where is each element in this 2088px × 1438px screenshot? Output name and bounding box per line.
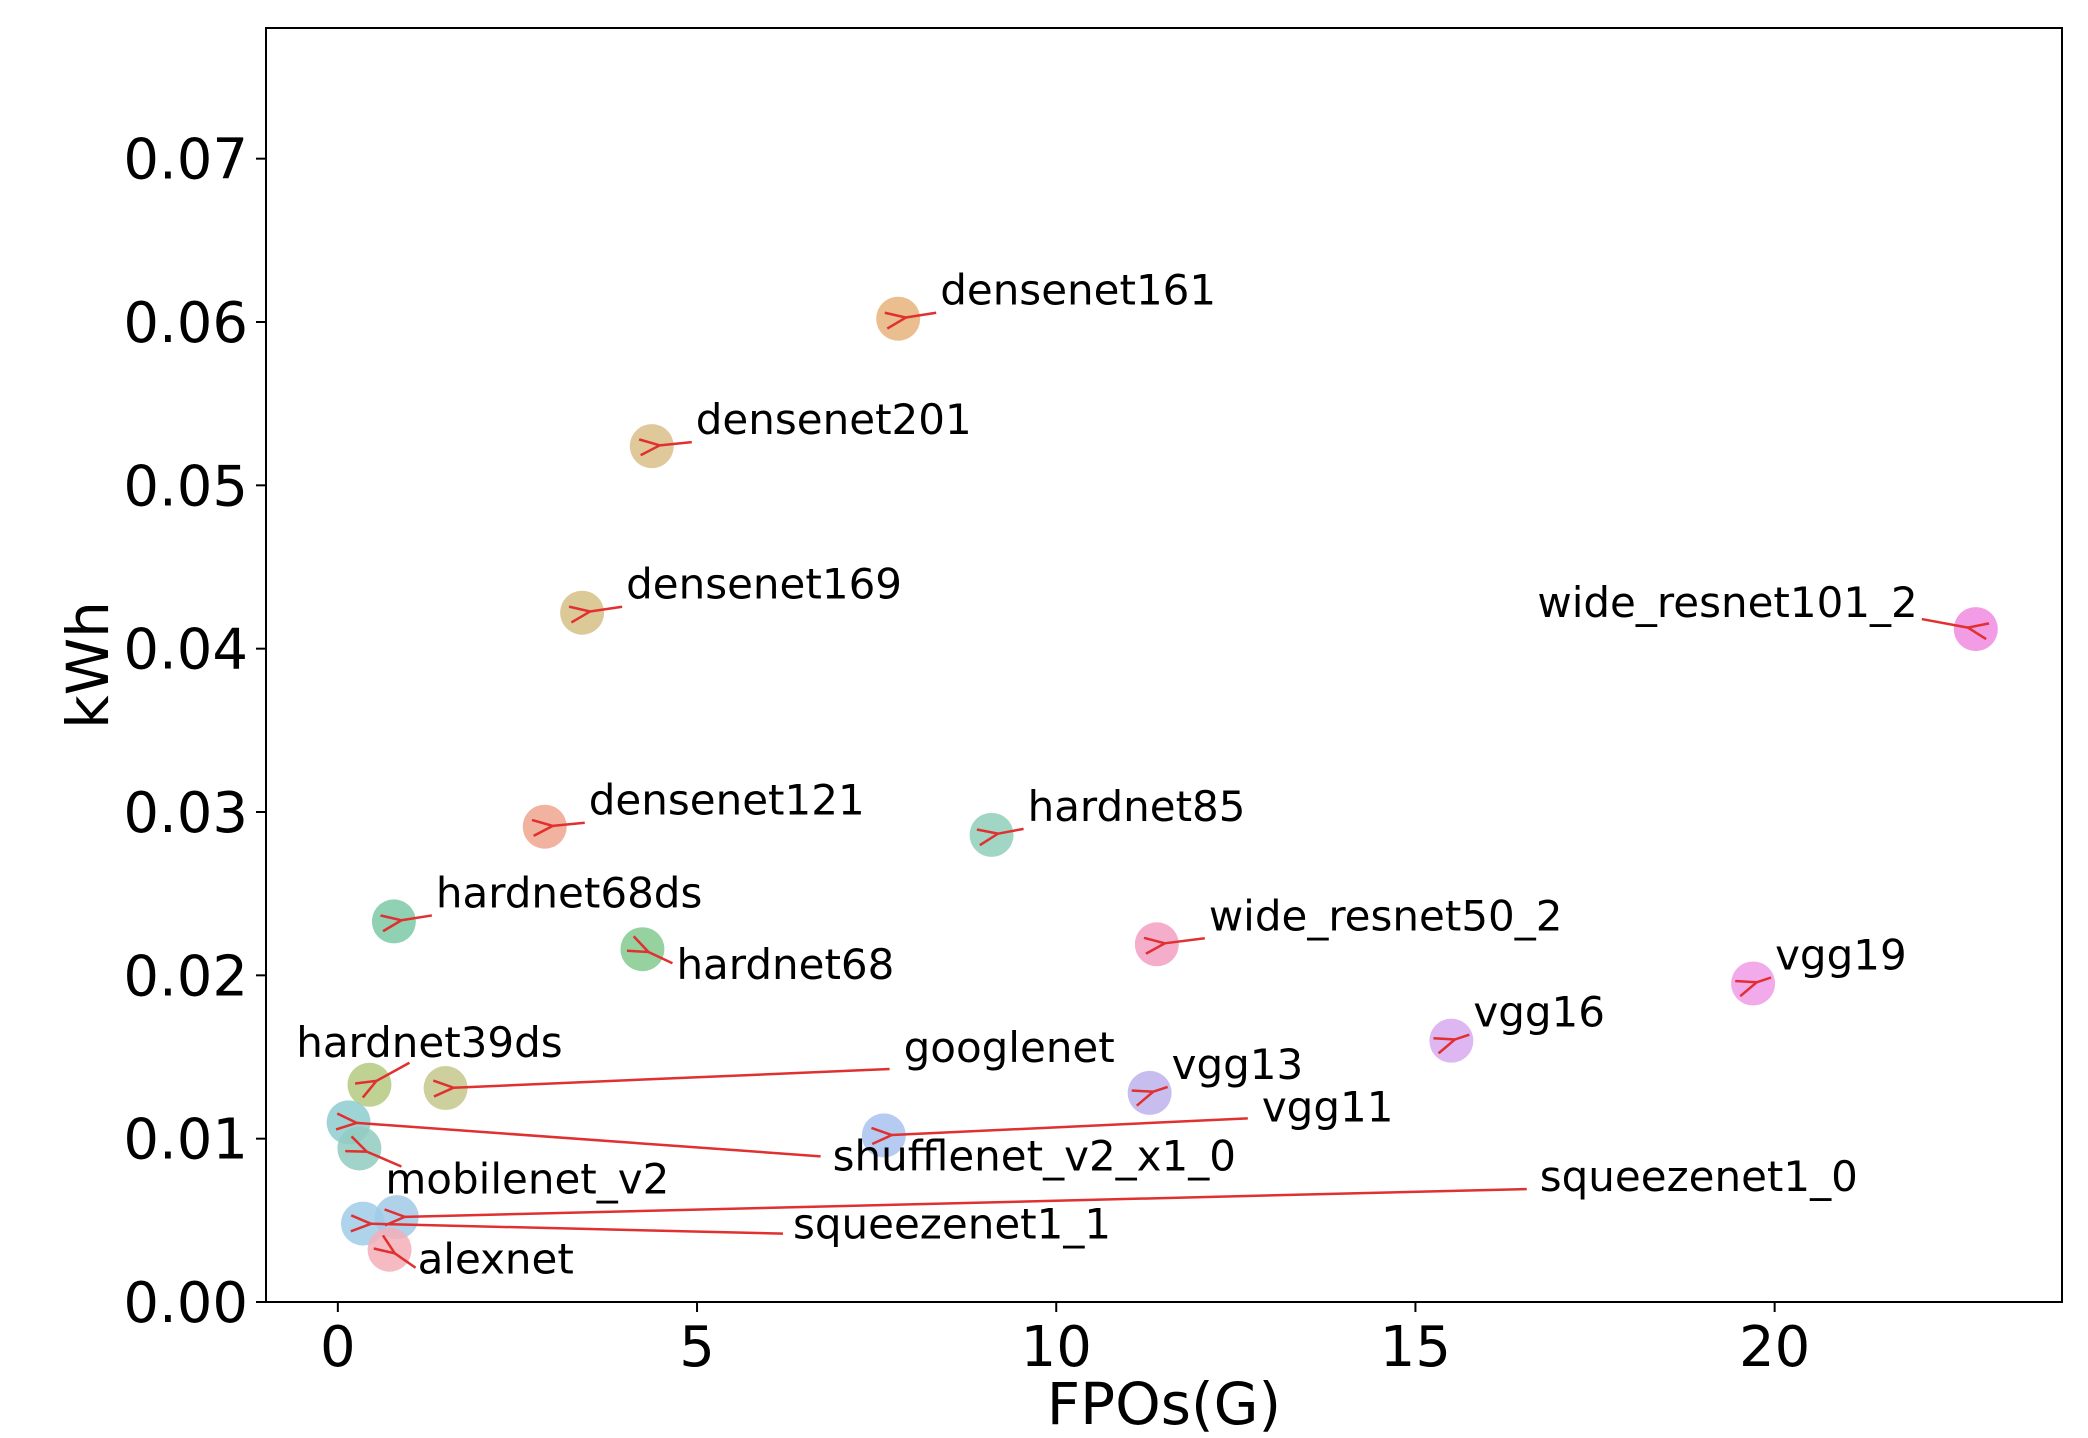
data-point-hardnet68 [620,927,665,972]
arrow-wide-resnet50-2 [1165,938,1205,943]
arrow-alexnet [395,1253,417,1269]
data-point-alexnet [367,1227,412,1272]
arrow-densenet161 [906,311,937,318]
x-tick-label: 20 [1739,1315,1810,1380]
arrow-hardnet68 [648,952,673,965]
data-point-vgg13 [1127,1070,1172,1115]
label-alexnet: alexnet [418,1235,574,1284]
data-point-densenet201 [629,424,674,469]
arrow-hardnet39ds [376,1061,411,1081]
arrow-mobilenet-v2 [367,1152,402,1168]
y-tick-label: 0.01 [123,1108,248,1173]
label-hardnet68: hardnet68 [676,940,894,989]
label-mobilenet-v2: mobilenet_v2 [385,1154,669,1203]
label-densenet169: densenet169 [626,560,902,609]
x-axis-title: FPOs(G) [1047,1370,1281,1438]
y-tick-label: 0.05 [123,454,248,519]
arrow-squeezenet1-1 [371,1224,784,1235]
arrow-wide-resnet101-2 [1921,617,1968,628]
arrow-hardnet68ds [401,914,433,920]
x-tick-label: 10 [1021,1315,1092,1380]
arrow-vgg16 [1455,1033,1470,1040]
y-tick-label: 0.07 [123,128,248,193]
data-point-densenet121 [522,804,567,849]
label-vgg11: vgg11 [1262,1082,1394,1131]
arrow-vgg11 [892,1117,1248,1135]
point-labels: densenet161 densenet201 densenet169 wide_re… [296,266,1918,1284]
arrow-densenet201 [660,442,692,445]
arrow-googlenet [454,1067,890,1088]
x-tick-label: 15 [1380,1315,1451,1380]
arrow-hardnet85 [998,827,1024,834]
y-tick-label: 0.04 [123,618,248,683]
arrow-shufflenet-v2-x1-0 [357,1123,821,1158]
label-densenet201: densenet201 [696,395,972,444]
data-point-hardnet85 [969,812,1014,857]
arrow-densenet169 [590,607,623,612]
label-hardnet85: hardnet85 [1028,782,1246,831]
data-point-densenet161 [876,296,921,341]
x-tick-label: 0 [320,1315,356,1380]
data-point-hardnet68ds [371,899,416,944]
label-vgg13: vgg13 [1172,1040,1304,1089]
label-vgg16: vgg16 [1473,988,1605,1037]
label-wide-resnet50-2: wide_resnet50_2 [1209,891,1563,940]
x-axis-ticks: 0 5 10 15 20 [320,1302,1810,1380]
x-tick-label: 5 [679,1315,715,1380]
label-googlenet: googlenet [904,1023,1115,1072]
label-hardnet68ds: hardnet68ds [436,868,702,917]
label-densenet161: densenet161 [940,266,1216,315]
label-wide-resnet101-2: wide_resnet101_2 [1537,578,1917,627]
data-point-vgg19 [1731,961,1776,1006]
label-densenet121: densenet121 [589,776,865,825]
y-tick-label: 0.03 [123,781,248,846]
label-shufflenet-v2-x1-0: shufflenet_v2_x1_0 [833,1131,1236,1180]
data-point-hardnet39ds [347,1062,392,1107]
plot-frame [265,27,2063,1303]
data-point-mobilenet-v2 [337,1126,382,1171]
label-squeezenet1-0: squeezenet1_0 [1540,1152,1858,1201]
y-axis-ticks: 0.00 0.01 0.02 0.03 0.04 0.05 0.06 0.07 [123,128,266,1336]
data-point-vgg16 [1429,1018,1474,1063]
label-vgg19: vgg19 [1775,931,1907,980]
data-point-densenet169 [560,590,605,635]
arrow-densenet121 [553,823,585,826]
data-point-wide-resnet101-2 [1953,607,1998,652]
annotation-arrows [357,311,1968,1269]
y-tick-label: 0.02 [123,944,248,1009]
arrow-squeezenet1-0 [405,1187,1527,1217]
label-squeezenet1-1: squeezenet1_1 [793,1200,1111,1249]
y-axis-title: kWh [54,601,122,729]
y-tick-label: 0.00 [123,1271,248,1336]
y-tick-label: 0.06 [123,291,248,356]
arrow-vgg19 [1757,976,1772,983]
arrow-vgg13 [1153,1085,1169,1092]
label-hardnet39ds: hardnet39ds [296,1018,562,1067]
data-point-wide-resnet50-2 [1134,922,1179,967]
